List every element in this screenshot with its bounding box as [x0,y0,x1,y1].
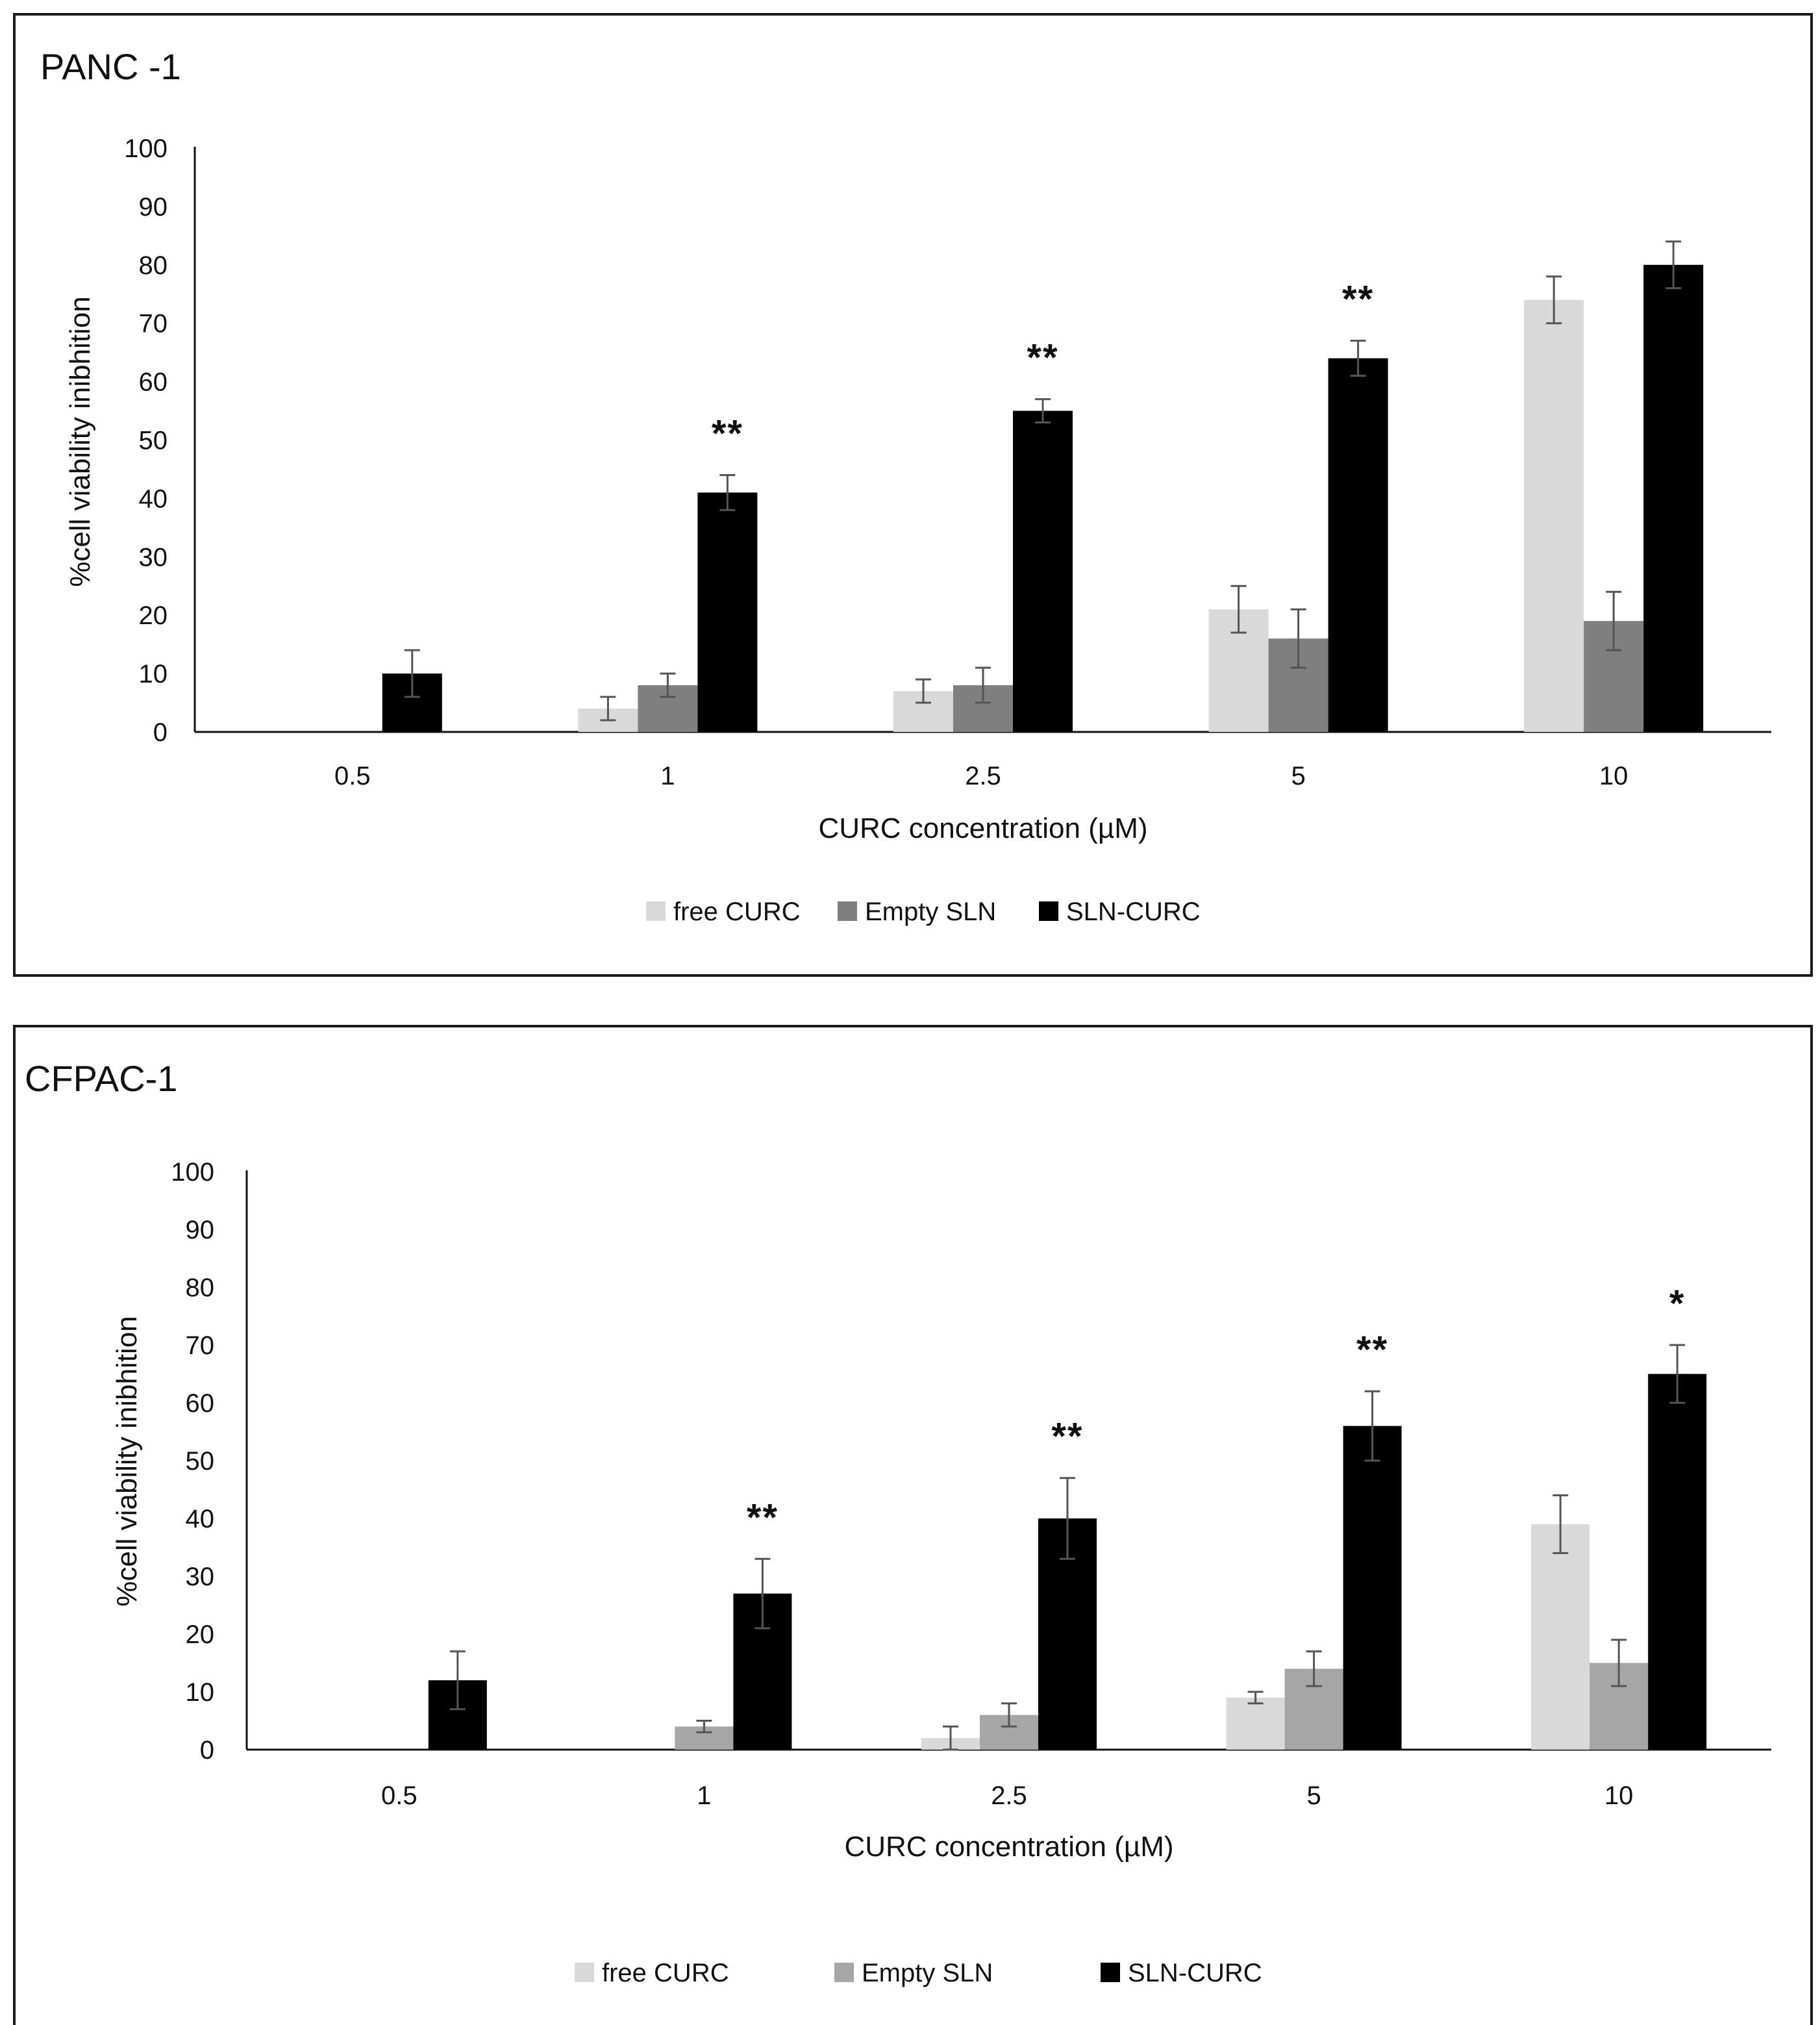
bar-sln-curc [1328,358,1388,732]
legend-label: SLN-CURC [1066,898,1201,926]
y-tick-label: 0 [200,1736,214,1765]
panel-title: CFPAC-1 [25,1058,177,1099]
bar-sln-curc [1013,410,1073,732]
y-tick-label: 100 [124,134,168,163]
legend-label: Empty SLN [862,1959,993,1987]
significance-marker: * [1669,1283,1686,1325]
bar-sln-curc [697,492,758,732]
y-tick-label: 70 [186,1331,215,1360]
x-tick-label: 2.5 [991,1781,1027,1810]
x-tick-label: 1 [697,1781,711,1810]
y-tick-label: 10 [186,1678,215,1707]
x-tick-label: 0.5 [334,762,371,790]
significance-marker: ** [1356,1329,1388,1371]
x-tick-label: 1 [660,762,675,790]
x-tick-label: 2.5 [965,762,1001,790]
y-tick-label: 80 [139,251,168,280]
legend-swatch [646,901,666,921]
bar-free-curc [1531,1524,1590,1750]
significance-marker: ** [1027,337,1058,379]
y-tick-label: 90 [139,193,168,221]
y-tick-label: 50 [139,427,168,455]
y-axis-label: %cell viability inibhition [64,296,96,587]
x-tick-label: 5 [1291,762,1305,790]
y-tick-label: 100 [171,1158,214,1187]
x-tick-label: 10 [1599,762,1628,790]
y-tick-label: 20 [186,1620,215,1649]
y-tick-label: 20 [139,601,168,630]
legend-swatch [1101,1963,1120,1982]
significance-marker: ** [1342,279,1374,321]
bar-sln-curc [1648,1374,1707,1750]
significance-marker: ** [747,1496,779,1539]
legend-label: Empty SLN [865,898,996,926]
legend-swatch [575,1963,594,1982]
y-tick-label: 30 [186,1563,215,1591]
x-tick-label: 5 [1306,1781,1321,1810]
y-tick-label: 60 [139,368,168,397]
y-tick-label: 10 [139,660,168,688]
x-axis-label: CURC concentration (µM) [818,812,1147,844]
significance-marker: ** [712,412,743,455]
bar-sln-curc [1643,264,1704,732]
legend-label: free CURC [673,898,801,926]
y-tick-label: 30 [139,543,168,572]
y-tick-label: 90 [186,1216,215,1244]
panel-title: PANC -1 [40,46,181,87]
x-axis-label: CURC concentration (µM) [844,1831,1173,1863]
y-tick-label: 60 [186,1389,215,1418]
y-axis-label: %cell viability inibhition [111,1316,143,1607]
y-tick-label: 0 [153,718,168,747]
significance-marker: ** [1051,1416,1083,1458]
y-tick-label: 50 [186,1447,215,1476]
legend-swatch [834,1963,854,1982]
y-tick-label: 80 [186,1274,215,1302]
bar-sln-curc [1343,1426,1402,1750]
panel-frame [13,13,1813,977]
panel-frame [13,1025,1813,2025]
y-tick-label: 40 [186,1505,215,1533]
legend-swatch [838,901,857,921]
legend-label: free CURC [602,1959,729,1987]
x-tick-label: 10 [1604,1781,1634,1810]
bar-free-curc [1524,299,1584,732]
y-tick-label: 70 [139,310,168,338]
x-tick-label: 0.5 [381,1781,418,1810]
y-tick-label: 40 [139,484,168,513]
legend-label: SLN-CURC [1128,1959,1262,1987]
chart-panel-2: CFPAC-1 0 10 20 30 40 50 60 70 80 90 100 %cell viabi… [13,1025,1813,2025]
bar-free-curc [1226,1697,1285,1750]
legend-swatch [1039,901,1058,921]
chart-panel-1: PANC -1 0 10 20 30 40 50 60 70 80 90 100 %cell viabi… [13,13,1813,977]
